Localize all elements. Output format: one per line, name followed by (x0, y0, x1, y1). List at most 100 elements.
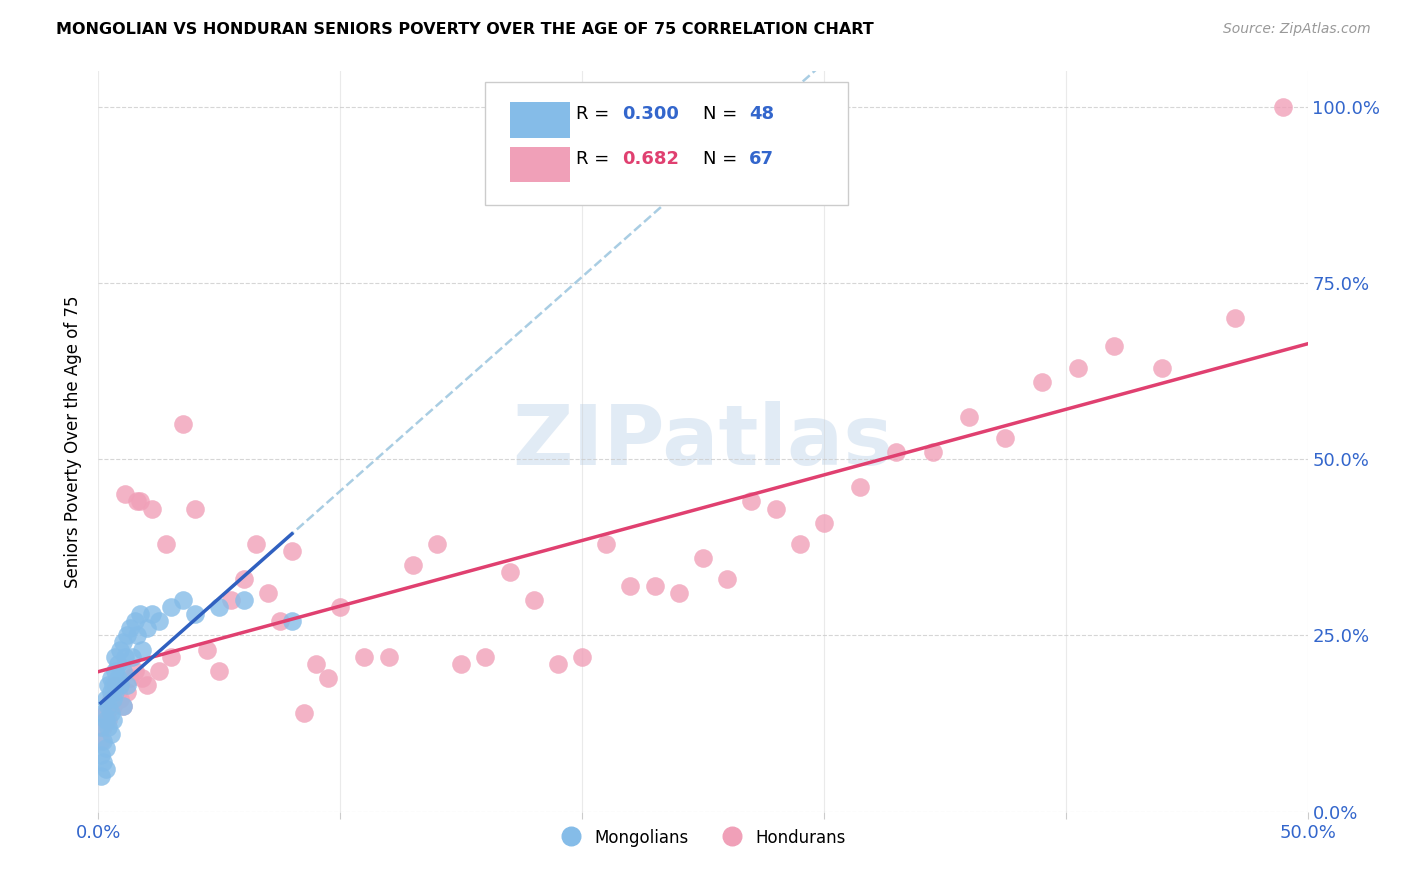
Point (305, 657, 328, 671)
Point (91, 734, 114, 748)
Point (1152, 360, 1174, 375)
Point (595, 537, 617, 551)
Point (148, 664, 170, 678)
Point (118, 621, 141, 635)
Point (107, 657, 129, 671)
Text: 48: 48 (749, 105, 775, 123)
Point (94, 741, 117, 756)
Point (107, 671, 129, 685)
Point (172, 417, 194, 431)
FancyBboxPatch shape (509, 103, 569, 138)
Point (221, 593, 243, 607)
Point (108, 642, 131, 657)
Point (101, 698, 124, 713)
Point (269, 615, 291, 629)
Point (90, 769, 112, 783)
Point (104, 685, 127, 699)
Point (141, 607, 163, 622)
Point (256, 586, 278, 600)
Point (108, 678, 131, 692)
Text: ZIPatlas: ZIPatlas (513, 401, 893, 482)
Point (232, 572, 254, 586)
Point (107, 685, 129, 699)
Point (90, 720, 112, 734)
Point (94, 706, 117, 720)
Point (111, 698, 134, 713)
Point (100, 727, 122, 741)
Point (498, 565, 520, 579)
Point (91, 720, 114, 734)
Point (160, 600, 183, 615)
Point (619, 579, 641, 593)
Point (117, 678, 139, 692)
Point (208, 664, 231, 678)
Point (208, 600, 231, 615)
Point (232, 593, 254, 607)
Point (316, 671, 339, 685)
Point (141, 501, 163, 516)
Point (172, 593, 194, 607)
Point (117, 628, 139, 642)
Point (94, 713, 117, 727)
Point (104, 664, 127, 678)
FancyBboxPatch shape (509, 147, 569, 183)
Point (148, 615, 170, 629)
Point (716, 572, 738, 586)
Point (100, 692, 122, 706)
Point (100, 685, 122, 699)
Point (245, 537, 267, 551)
Point (94, 763, 117, 777)
Point (97, 698, 120, 713)
Point (886, 445, 908, 459)
Point (668, 586, 690, 600)
Point (644, 579, 666, 593)
Point (131, 671, 153, 685)
Point (101, 692, 124, 706)
Point (101, 713, 124, 727)
Point (426, 537, 449, 551)
Point (740, 494, 762, 508)
Text: N =: N = (703, 105, 742, 123)
Text: 0.682: 0.682 (621, 150, 679, 168)
Point (118, 671, 141, 685)
Point (135, 621, 157, 635)
Point (104, 649, 127, 664)
Point (124, 664, 146, 678)
Text: N =: N = (703, 150, 742, 168)
Text: R =: R = (576, 150, 614, 168)
Point (994, 431, 1017, 445)
Point (114, 487, 136, 501)
Point (184, 607, 207, 622)
Text: Source: ZipAtlas.com: Source: ZipAtlas.com (1223, 22, 1371, 37)
Point (91, 706, 114, 720)
Point (128, 607, 150, 622)
Point (131, 642, 153, 657)
Point (97, 678, 120, 692)
Point (111, 698, 134, 713)
Text: R =: R = (576, 105, 614, 123)
Point (789, 537, 811, 551)
Point (547, 657, 569, 671)
Point (281, 615, 304, 629)
Point (571, 649, 593, 664)
Point (104, 678, 127, 692)
Point (160, 649, 183, 664)
Text: 67: 67 (749, 150, 773, 168)
Point (1272, 100, 1295, 114)
Point (111, 635, 134, 649)
Point (127, 628, 149, 642)
Point (1102, 339, 1125, 353)
Point (402, 558, 425, 572)
Point (100, 706, 122, 720)
Point (195, 642, 218, 657)
Point (1031, 375, 1053, 389)
Point (90, 748, 112, 763)
Point (91, 756, 114, 770)
Point (114, 649, 136, 664)
Point (101, 678, 124, 692)
Point (94, 692, 117, 706)
Text: MONGOLIAN VS HONDURAN SENIORS POVERTY OVER THE AGE OF 75 CORRELATION CHART: MONGOLIAN VS HONDURAN SENIORS POVERTY OV… (56, 22, 875, 37)
Point (97, 713, 120, 727)
Point (184, 501, 207, 516)
Point (281, 544, 304, 558)
